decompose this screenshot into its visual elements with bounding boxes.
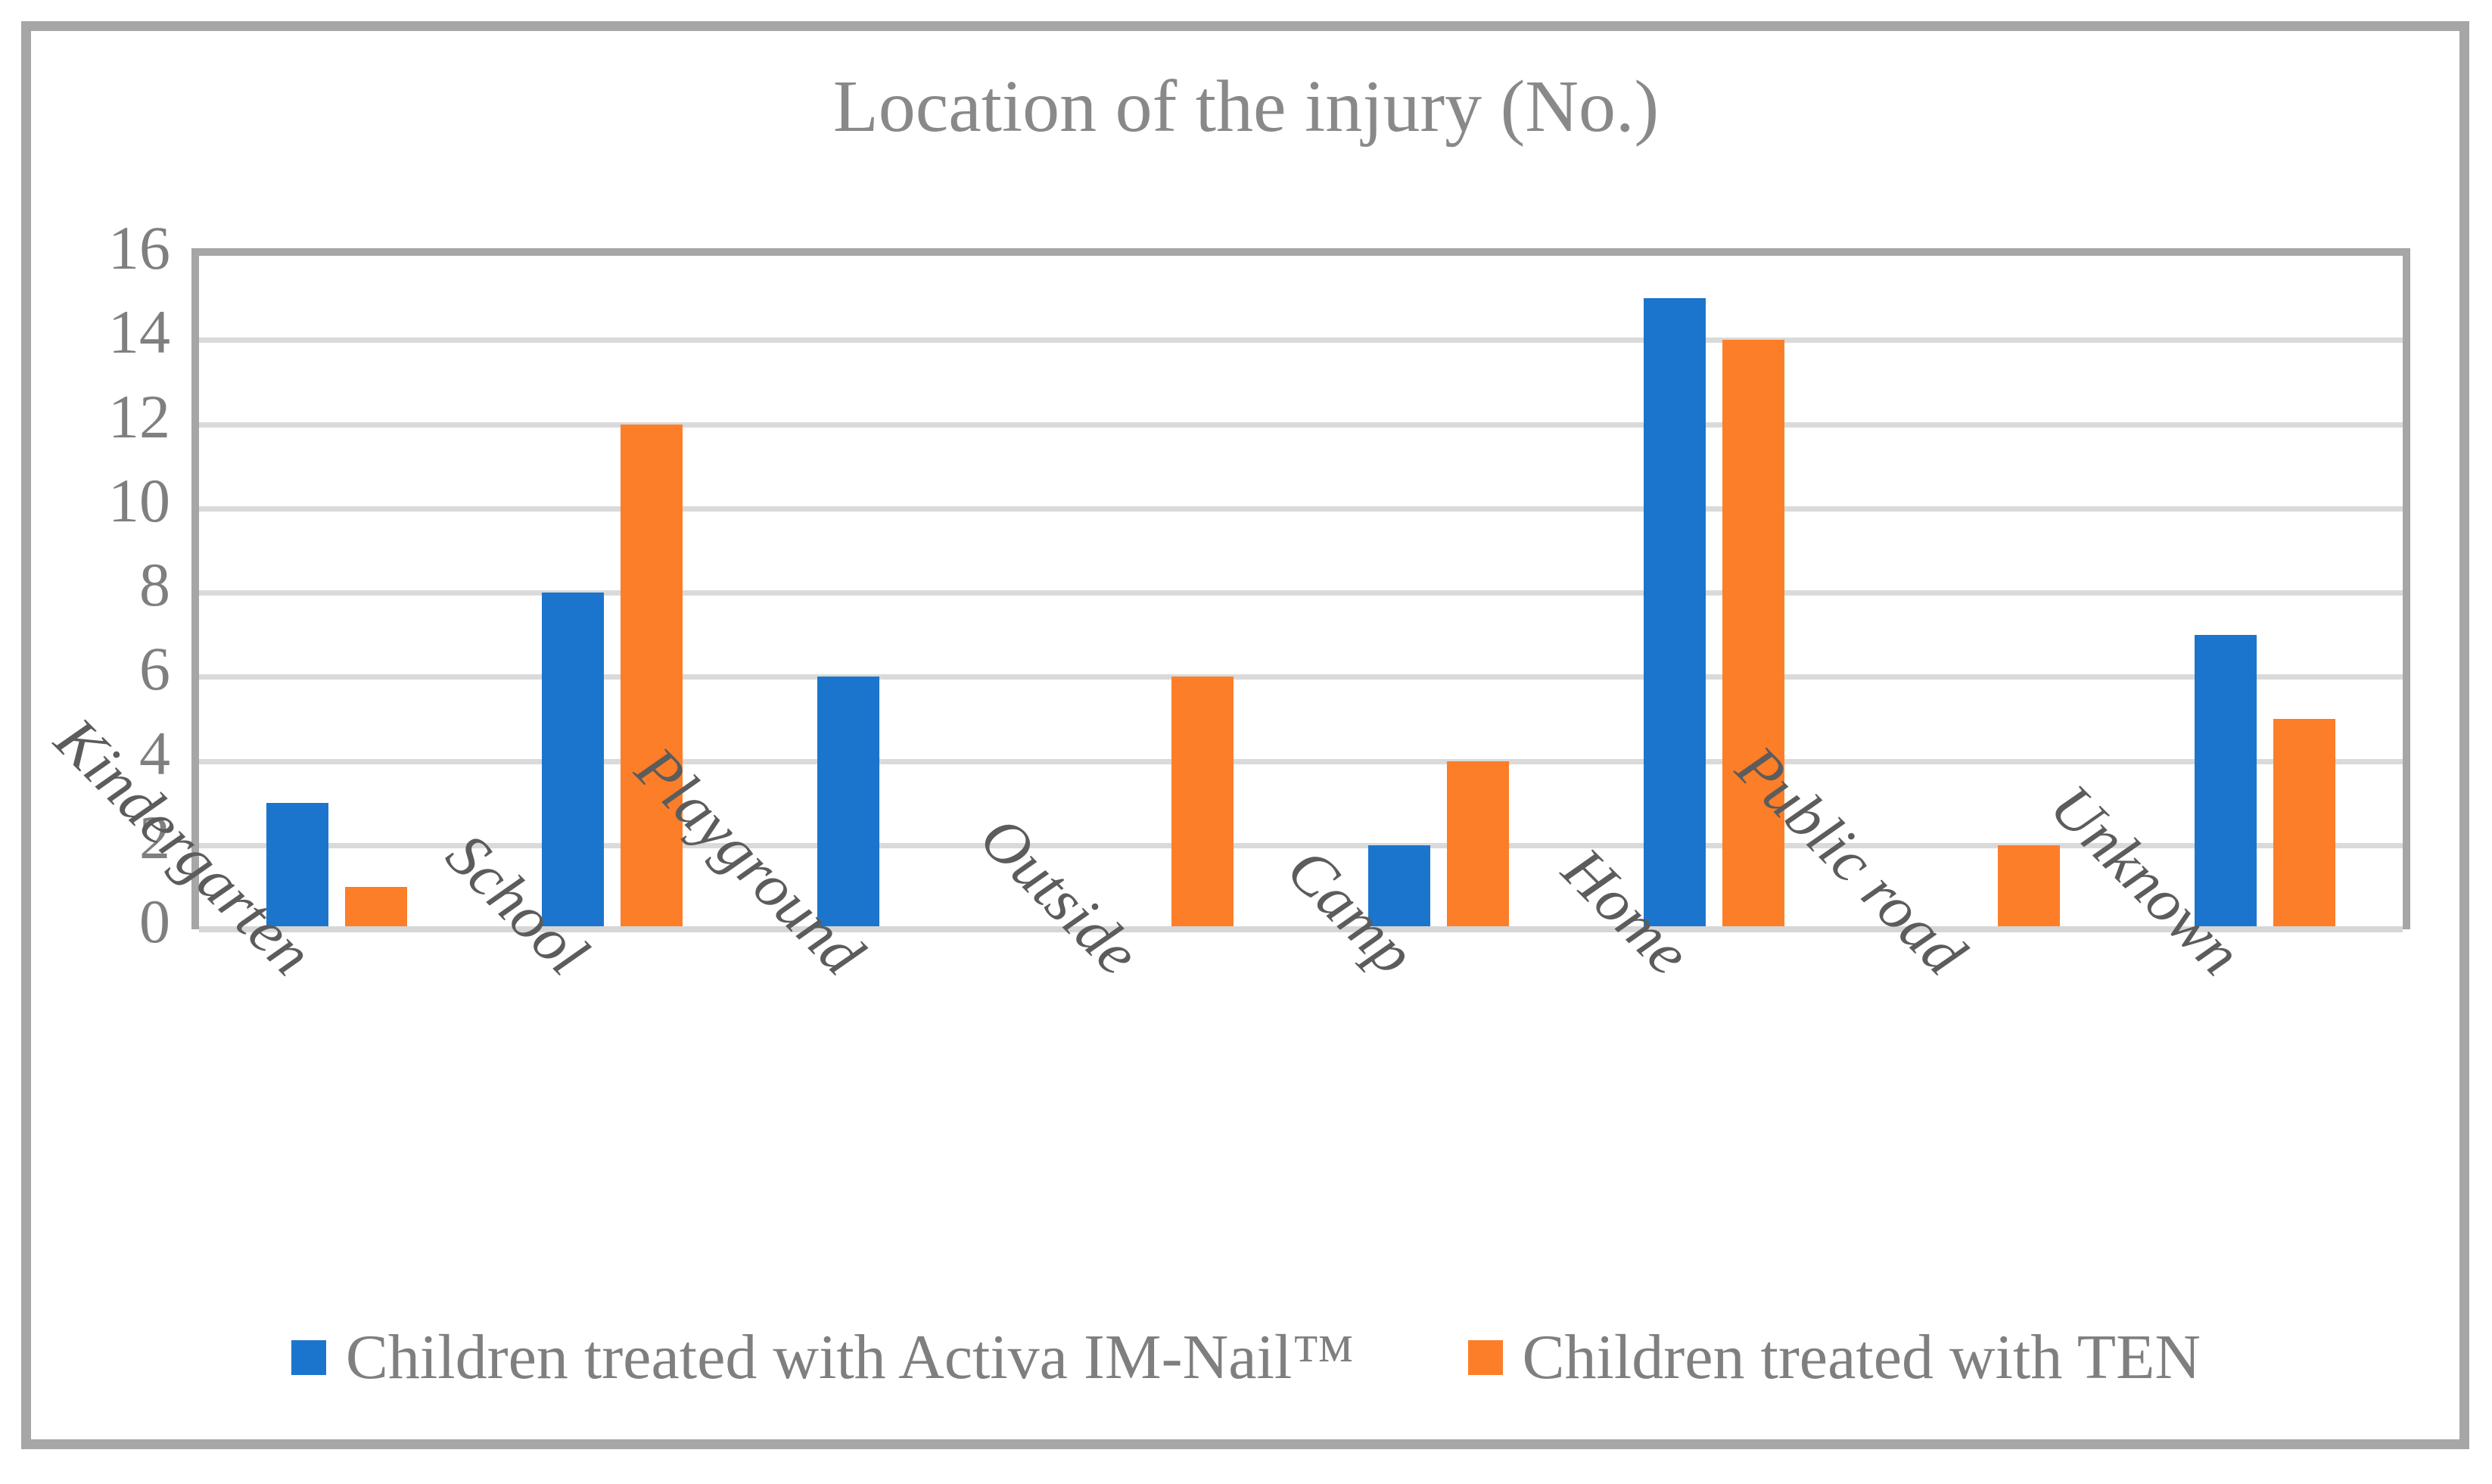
gridline-y-10 bbox=[199, 506, 2403, 512]
plot-area bbox=[191, 248, 2410, 932]
y-tick-label-6: 6 bbox=[139, 634, 170, 704]
category-slot-outside bbox=[1025, 256, 1301, 929]
y-tick-label-10: 10 bbox=[108, 465, 170, 535]
bar-children-treated-with-ten-outside bbox=[1171, 677, 1234, 929]
legend-item-children-treated-with-activa-im-nail: Children treated with Activa IM-Nail™ bbox=[291, 1326, 1355, 1389]
gridline-y-14 bbox=[199, 338, 2403, 344]
bar-children-treated-with-ten-public-road bbox=[1998, 845, 2060, 929]
gridline-y-6 bbox=[199, 674, 2403, 680]
bars-row bbox=[199, 256, 2403, 929]
category-slot-kindergarten bbox=[199, 256, 474, 929]
x-axis-line bbox=[199, 926, 2403, 932]
bar-children-treated-with-activa-im-nail-playground bbox=[817, 677, 879, 929]
y-tick-label-14: 14 bbox=[108, 297, 170, 367]
category-slot-school bbox=[474, 256, 750, 929]
chart-title: Location of the injury (No.) bbox=[832, 66, 1660, 148]
bar-children-treated-with-ten-kindergarten bbox=[345, 887, 407, 929]
category-slot-unknown bbox=[2127, 256, 2403, 929]
bar-children-treated-with-ten-home bbox=[1722, 340, 1784, 929]
category-slot-camp bbox=[1301, 256, 1576, 929]
legend-swatch-icon bbox=[291, 1340, 326, 1375]
y-tick-label-16: 16 bbox=[108, 213, 170, 282]
bar-children-treated-with-activa-im-nail-kindergarten bbox=[266, 803, 328, 929]
legend-label: Children treated with Activa IM-Nail™ bbox=[345, 1322, 1355, 1392]
y-tick-label-12: 12 bbox=[108, 381, 170, 451]
y-tick-label-2: 2 bbox=[139, 802, 170, 872]
gridline-y-8 bbox=[199, 590, 2403, 596]
legend: Children treated with Activa IM-Nail™ Chi… bbox=[0, 1326, 2492, 1389]
category-slot-home bbox=[1576, 256, 1852, 929]
gridline-y-4 bbox=[199, 758, 2403, 764]
bar-children-treated-with-activa-im-nail-unknown bbox=[2195, 634, 2257, 929]
bar-children-treated-with-ten-school bbox=[621, 424, 683, 929]
legend-swatch-icon bbox=[1467, 1340, 1503, 1375]
gridline-y-2 bbox=[199, 842, 2403, 848]
bar-children-treated-with-ten-camp bbox=[1447, 761, 1509, 929]
gridline-y-12 bbox=[199, 422, 2403, 428]
category-slot-public-road bbox=[1852, 256, 2127, 929]
y-tick-label-0: 0 bbox=[139, 887, 170, 956]
category-slot-playground bbox=[750, 256, 1025, 929]
bar-children-treated-with-activa-im-nail-home bbox=[1644, 297, 1706, 929]
legend-label: Children treated with TEN bbox=[1522, 1322, 2201, 1392]
y-tick-label-4: 4 bbox=[139, 718, 170, 788]
bar-children-treated-with-activa-im-nail-camp bbox=[1368, 845, 1430, 929]
bar-children-treated-with-ten-unknown bbox=[2273, 718, 2335, 929]
legend-item-children-treated-with-ten: Children treated with TEN bbox=[1467, 1322, 2201, 1392]
y-tick-label-8: 8 bbox=[139, 550, 170, 619]
bar-children-treated-with-activa-im-nail-school bbox=[542, 593, 604, 929]
